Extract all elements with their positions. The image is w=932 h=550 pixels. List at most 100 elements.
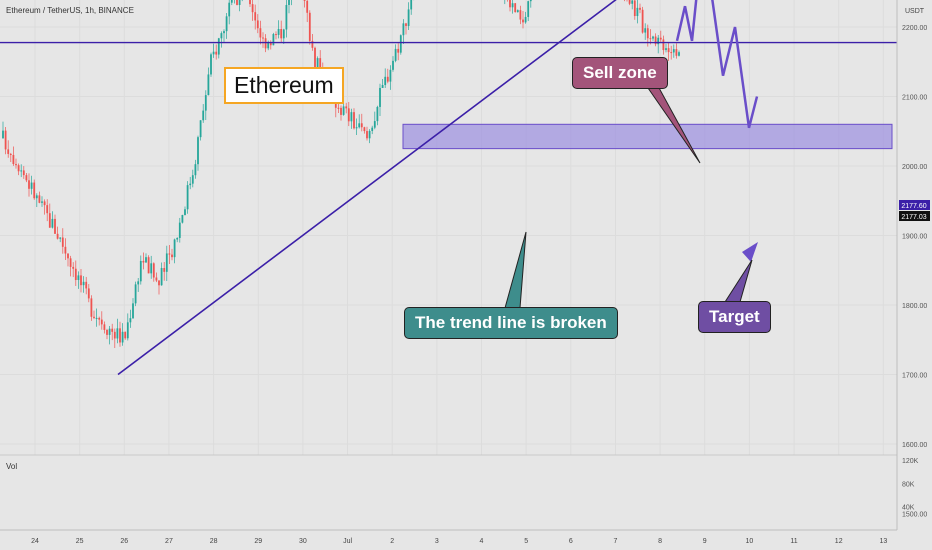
candle [113,331,116,339]
candle [33,182,36,199]
candle [360,123,363,128]
sell-zone-callout: Sell zone [572,57,668,89]
time-axis[interactable]: 24 25 26 27 28 29 30 Jul 2 3 4 5 6 7 8 9 10 11 12 13 [31,538,887,545]
symbol-header: Ethereum / TetherUS, 1h, BINANCE [6,6,134,15]
candle [662,39,665,51]
candle [72,266,75,269]
candle [282,29,285,39]
candle [28,180,30,189]
candle [15,164,17,166]
time-tick-label: 3 [435,538,439,545]
candle [399,35,402,53]
candle [54,218,56,234]
candle [150,263,153,274]
time-tick-label: 10 [746,538,754,545]
candle [197,137,199,165]
candle [381,85,384,88]
candle [288,0,290,5]
candle [152,263,155,278]
time-tick-label: 4 [480,538,484,545]
candle [511,3,514,8]
candle [74,268,77,281]
candle [363,127,366,132]
candle [251,4,254,13]
candle [342,106,345,115]
candle [137,281,140,285]
time-tick-label: 9 [703,538,707,545]
target-callout: Target [698,301,771,333]
time-tick-label: Jul [343,538,352,545]
candle [306,0,309,13]
trend-broken-callout: The trend line is broken [404,307,618,339]
candle [670,52,673,54]
candle [95,317,98,319]
candle [9,153,12,155]
candle [355,127,358,129]
candle [678,52,680,56]
candle [659,37,662,40]
candle [340,107,342,115]
candle [121,331,124,343]
candle [402,23,405,36]
candle [636,7,639,17]
candle [186,185,189,210]
candle [217,38,220,55]
candle [371,127,374,131]
price-pane [0,0,897,455]
candle [43,201,46,206]
candle [308,12,311,41]
candle [394,48,397,61]
time-tick-label: 2 [390,538,394,545]
candle [358,123,361,128]
price-tag-top-bg [899,200,930,210]
candle [654,36,657,45]
candle [126,322,129,339]
price-tag-bottom-bg [899,211,930,221]
candle [67,253,69,259]
candle [80,275,82,286]
price-axis[interactable]: 2700.002600.002500.002400.002300.002200.… [902,0,927,519]
candle [277,28,280,35]
candle [176,237,179,240]
candle [672,49,675,53]
candle [350,112,353,122]
candle [116,328,119,339]
candle [17,165,20,172]
candle [82,281,85,286]
candle [48,213,51,228]
candle [345,106,348,109]
volume-tick-label: 120K [902,458,919,465]
candle [93,316,95,318]
time-tick-label: 27 [165,538,173,545]
candle [641,9,644,33]
candle [173,239,176,258]
candle [269,42,272,46]
candle [108,328,111,335]
candle [272,34,275,46]
candle [56,233,59,239]
candle [228,2,231,17]
time-tick-label: 7 [613,538,617,545]
candle [77,275,80,281]
candle [155,277,158,281]
time-tick-label: 5 [524,538,528,545]
price-tick-label: 1500.00 [902,512,927,519]
candle [376,106,379,122]
volume-axis: 120K 80K 40K [902,458,919,512]
candle [285,4,288,30]
candle [649,38,652,40]
candle [35,195,38,199]
candle [407,9,410,26]
candle [657,37,660,45]
candle [665,48,667,51]
candle [41,201,43,203]
candle [59,237,62,239]
candle [129,318,132,323]
candle [163,268,166,272]
candle [38,195,41,203]
candle [529,0,532,2]
candle [103,324,106,330]
candle [85,281,88,289]
candle [516,10,519,13]
